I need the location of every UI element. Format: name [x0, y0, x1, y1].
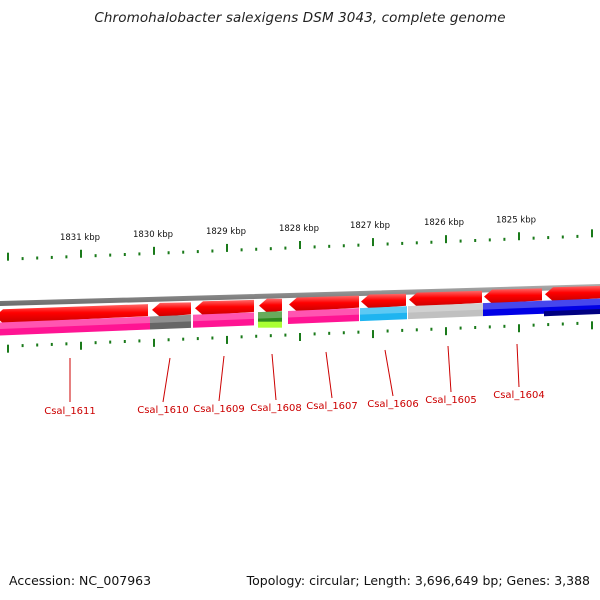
genome-backbone	[0, 284, 600, 306]
gene-arrow	[545, 285, 600, 302]
gene-arrow	[152, 302, 191, 317]
gene-arrows	[0, 285, 600, 324]
scale-label: 1828 kbp	[279, 224, 319, 234]
cog-block-highlight	[150, 314, 191, 323]
cog-block	[408, 303, 483, 320]
gene-arrow	[361, 293, 406, 309]
cog-block-highlight	[288, 308, 359, 318]
scale-labels: 1831 kbp 1830 kbp 1829 kbp 1828 kbp 1827 kbp…	[60, 215, 536, 242]
gene-leader-line	[218, 355, 225, 402]
gene-label: Csal_1611	[44, 406, 96, 417]
cog-block-highlight	[544, 298, 600, 308]
scale-ticks-bottom	[7, 321, 593, 353]
cog-block	[483, 300, 544, 317]
gene-label: Csal_1607	[306, 401, 358, 412]
cog-block-highlight	[0, 316, 150, 329]
gene-label: Csal_1604	[493, 390, 545, 401]
scale-label: 1831 kbp	[60, 233, 100, 243]
scale-label: 1829 kbp	[206, 227, 246, 237]
gene-leader-line	[447, 345, 452, 393]
cog-block	[360, 306, 407, 322]
cog-block-highlight	[193, 312, 254, 322]
page-title: Chromohalobacter salexigens DSM 3043, co…	[94, 10, 506, 26]
cog-block-sub	[258, 321, 282, 328]
genome-summary: Topology: circular; Length: 3,696,649 bp…	[246, 573, 590, 588]
cog-block-sub	[544, 309, 600, 317]
gene-arrow	[409, 290, 482, 307]
gene-label: Csal_1605	[425, 395, 477, 406]
scale-label: 1825 kbp	[496, 215, 536, 225]
gene-label: Csal_1608	[250, 403, 302, 414]
gene-arrow	[289, 295, 359, 312]
gene-leader-line	[162, 357, 171, 403]
cog-block	[0, 316, 150, 336]
gene-label: Csal_1610	[137, 405, 189, 416]
gene-leader-line	[384, 349, 394, 397]
gene-leader-line	[516, 343, 520, 388]
scale-label: 1830 kbp	[133, 230, 173, 240]
cog-block-highlight	[360, 306, 407, 315]
accession-value: NC_007963	[79, 573, 152, 588]
gene-arrow	[259, 298, 282, 313]
gene-label: Csal_1606	[367, 399, 419, 410]
gene-arrow	[484, 288, 542, 304]
cog-block-highlight	[408, 303, 483, 313]
scale-label: 1827 kbp	[350, 221, 390, 231]
cog-block-highlight	[258, 311, 282, 319]
gene-arrow	[0, 304, 148, 324]
gene-arrow	[195, 299, 254, 316]
accession-info: Accession: NC_007963	[9, 573, 151, 588]
scale-label: 1826 kbp	[424, 218, 464, 228]
accession-label: Accession:	[9, 573, 76, 588]
scale-ticks-top	[7, 229, 593, 261]
cog-block	[150, 314, 191, 330]
cog-color-blocks	[0, 298, 600, 336]
gene-label: Csal_1609	[193, 404, 245, 415]
cog-block	[193, 312, 254, 328]
cog-block-highlight	[483, 300, 544, 310]
cog-block	[288, 308, 359, 324]
gene-leader-line	[271, 353, 277, 401]
gene-leader-line	[325, 351, 333, 399]
gene-labels: Csal_1611 Csal_1610 Csal_1609 Csal_1608 Csal…	[44, 343, 545, 417]
